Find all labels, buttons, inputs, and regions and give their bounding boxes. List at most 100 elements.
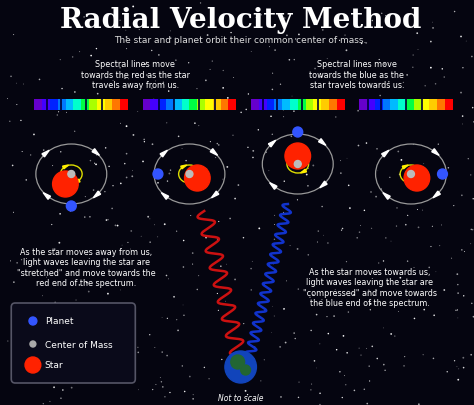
Point: [121, 161, 128, 167]
Point: [165, 276, 173, 282]
Point: [124, 239, 132, 246]
Point: [294, 286, 302, 293]
Point: [288, 94, 296, 100]
Point: [291, 330, 298, 337]
Point: [173, 228, 181, 235]
Point: [295, 32, 303, 38]
Point: [340, 333, 347, 339]
Point: [373, 146, 381, 153]
Point: [458, 193, 465, 199]
Point: [338, 394, 346, 401]
Point: [56, 57, 64, 64]
Point: [6, 119, 14, 125]
Point: [257, 99, 264, 106]
Point: [85, 289, 92, 295]
Text: Planet: Planet: [45, 317, 73, 326]
Point: [132, 21, 139, 27]
Point: [271, 313, 278, 320]
Point: [109, 206, 116, 212]
Point: [20, 81, 27, 88]
Point: [283, 33, 291, 40]
Point: [149, 386, 156, 393]
Point: [158, 379, 165, 385]
Point: [319, 28, 327, 34]
Point: [459, 355, 467, 361]
Point: [48, 339, 55, 345]
Point: [113, 319, 121, 326]
Bar: [190, 99, 197, 110]
Polygon shape: [301, 170, 307, 174]
Point: [440, 287, 448, 294]
Point: [69, 55, 76, 61]
Point: [375, 260, 383, 266]
Point: [76, 282, 83, 288]
Point: [150, 97, 157, 103]
Point: [118, 242, 126, 249]
Point: [368, 343, 376, 350]
Point: [82, 194, 89, 200]
Point: [165, 171, 173, 177]
Point: [137, 233, 145, 240]
Point: [468, 54, 474, 61]
Point: [242, 107, 250, 113]
Point: [148, 48, 155, 55]
Point: [387, 331, 395, 337]
Point: [229, 133, 237, 139]
Point: [455, 366, 463, 372]
Point: [341, 33, 349, 39]
Point: [209, 59, 216, 65]
Circle shape: [184, 166, 210, 192]
Point: [204, 33, 211, 39]
Point: [282, 339, 290, 346]
Polygon shape: [192, 180, 198, 183]
Bar: [337, 99, 345, 110]
Point: [427, 65, 435, 72]
Point: [213, 141, 221, 147]
Point: [219, 68, 227, 75]
Point: [43, 328, 51, 335]
Point: [410, 142, 418, 148]
Point: [139, 159, 147, 165]
Point: [354, 235, 361, 241]
Point: [215, 219, 223, 225]
Point: [247, 287, 255, 294]
Point: [355, 108, 362, 115]
Bar: [112, 99, 120, 110]
Polygon shape: [93, 192, 100, 198]
Point: [55, 109, 63, 116]
Point: [313, 365, 320, 371]
Polygon shape: [63, 166, 69, 169]
Point: [152, 382, 160, 388]
Point: [393, 205, 401, 212]
Point: [65, 337, 73, 343]
Point: [380, 258, 387, 264]
Point: [387, 238, 395, 245]
Point: [452, 307, 460, 314]
Point: [268, 329, 275, 336]
Point: [66, 209, 74, 215]
Point: [376, 93, 384, 100]
Point: [128, 168, 136, 175]
Point: [337, 158, 344, 164]
Point: [201, 98, 208, 105]
Point: [182, 158, 190, 164]
Point: [432, 81, 439, 88]
Circle shape: [25, 357, 41, 373]
Point: [10, 279, 18, 286]
Point: [257, 378, 264, 384]
Point: [306, 294, 314, 301]
Bar: [259, 99, 266, 110]
Point: [290, 109, 298, 115]
Polygon shape: [414, 180, 419, 183]
Point: [22, 272, 30, 278]
Point: [460, 293, 467, 299]
Point: [177, 17, 184, 24]
Point: [307, 387, 315, 393]
Point: [458, 247, 465, 254]
Point: [268, 36, 276, 43]
Point: [158, 314, 166, 321]
Point: [180, 238, 187, 244]
Polygon shape: [383, 193, 390, 200]
Point: [445, 165, 452, 172]
Point: [304, 183, 312, 190]
